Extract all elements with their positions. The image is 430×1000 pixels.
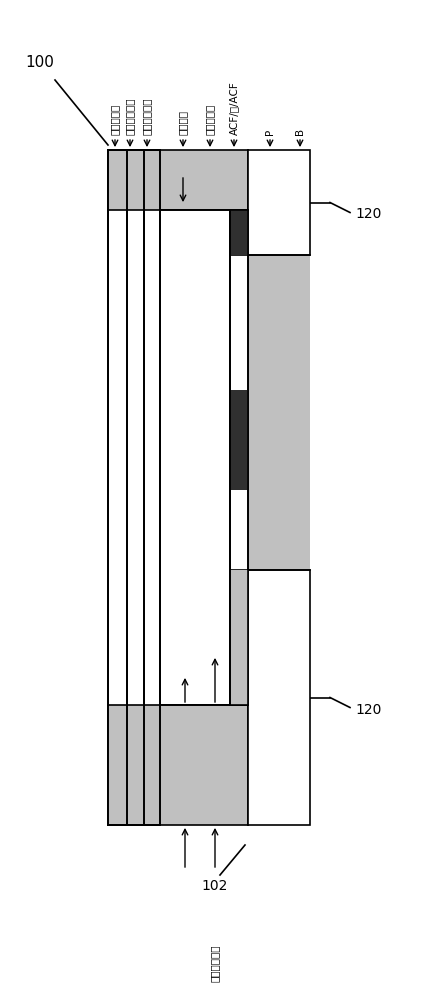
Text: 外粘合粘合剂: 外粘合粘合剂 xyxy=(125,98,135,135)
Text: 光粘合层: 光粘合层 xyxy=(178,110,188,135)
Text: 超高屏障薄膜: 超高屏障薄膜 xyxy=(142,98,152,135)
Text: 屏障粘合剂: 屏障粘合剂 xyxy=(205,104,215,135)
Bar xyxy=(108,150,248,210)
Bar xyxy=(230,255,310,570)
Bar xyxy=(230,210,248,705)
Bar xyxy=(108,705,248,825)
Text: 120: 120 xyxy=(355,208,381,222)
Text: 102: 102 xyxy=(202,879,228,893)
Text: 100: 100 xyxy=(25,55,55,70)
Text: 外粘合薄膜: 外粘合薄膜 xyxy=(110,104,120,135)
Text: ACF/箔/ACF: ACF/箔/ACF xyxy=(229,81,239,135)
Text: 高热导粘合剂: 高热导粘合剂 xyxy=(210,945,220,982)
Text: 120: 120 xyxy=(355,702,381,716)
Bar xyxy=(248,570,310,825)
Bar xyxy=(108,150,160,825)
Text: P: P xyxy=(265,129,275,135)
Bar xyxy=(248,150,310,255)
Bar xyxy=(160,210,230,705)
Text: B: B xyxy=(295,128,305,135)
Bar xyxy=(230,210,248,255)
Bar xyxy=(230,390,248,490)
Bar xyxy=(230,570,248,705)
